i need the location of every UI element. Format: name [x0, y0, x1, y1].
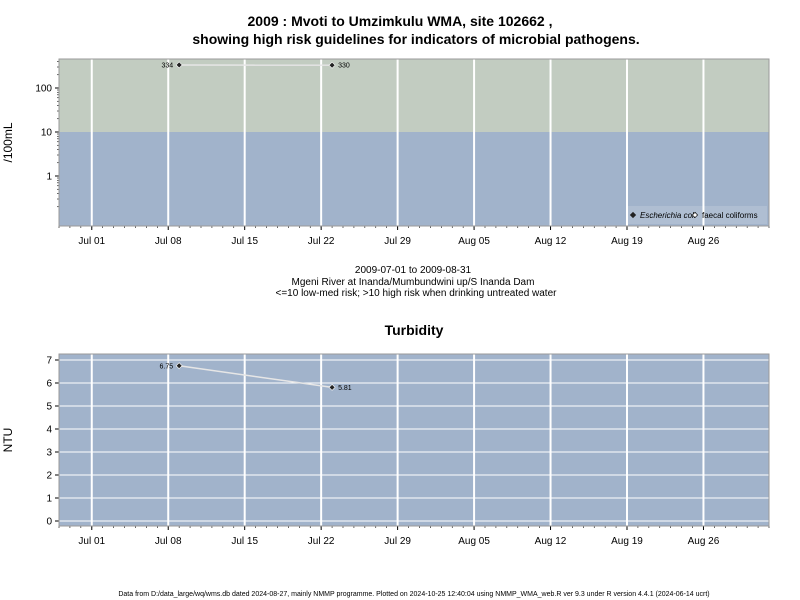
- x-tick-label: Jul 08: [155, 536, 182, 547]
- risk-caption: <=10 low-med risk; >10 high risk when dr…: [276, 288, 558, 299]
- plot-panel: [59, 354, 769, 526]
- plot-border: [58, 353, 770, 527]
- x-tick-label: Jul 01: [78, 536, 105, 547]
- data-label: 334: [161, 62, 173, 69]
- x-tick-label: Aug 05: [458, 536, 490, 547]
- x-tick-label: Aug 05: [458, 236, 490, 247]
- y-tick-label: 2: [46, 471, 52, 482]
- x-tick-label: Jul 29: [384, 536, 411, 547]
- y-tick-label: 100: [35, 84, 52, 95]
- y-tick-label: 7: [46, 356, 52, 367]
- y-tick-label: 3: [46, 448, 52, 459]
- site-caption: Mgeni River at Inanda/Mumbundwini up/S I…: [292, 277, 535, 288]
- date-range-caption: 2009-07-01 to 2009-08-31: [355, 265, 472, 276]
- data-point: [175, 362, 183, 370]
- x-tick-label: Jul 15: [231, 536, 258, 547]
- high-risk-band: [59, 59, 769, 132]
- legend-entry: Escherichia coli: [640, 211, 696, 220]
- y-tick-label: 5: [46, 402, 52, 413]
- series-line: [179, 365, 333, 389]
- y-tick-label: 10: [41, 128, 53, 139]
- footer-note: Data from D:/data_large/wq/wms.db dated …: [118, 591, 709, 598]
- y-axis-label: NTU: [1, 428, 15, 453]
- y-tick-label: 6: [46, 379, 52, 390]
- data-point: [328, 61, 336, 69]
- data-point: [328, 383, 336, 391]
- legend: Escherichia coli faecal coliforms: [627, 206, 767, 224]
- legend-entry: faecal coliforms: [702, 211, 758, 220]
- x-tick-label: Jul 29: [384, 236, 411, 247]
- data-label: 6.75: [160, 363, 174, 370]
- legend-marker-open: [691, 211, 699, 219]
- x-tick-label: Jul 01: [78, 236, 105, 247]
- x-tick-label: Jul 08: [155, 236, 182, 247]
- x-tick-label: Aug 26: [688, 536, 720, 547]
- x-tick-label: Aug 12: [535, 236, 567, 247]
- x-tick-label: Jul 22: [308, 236, 335, 247]
- figure-title-line2: showing high risk guidelines for indicat…: [192, 31, 639, 47]
- x-tick-label: Jul 15: [231, 236, 258, 247]
- plot-border: [58, 58, 770, 227]
- x-tick-label: Aug 12: [535, 536, 567, 547]
- figure-title-line1: 2009 : Mvoti to Umzimkulu WMA, site 1026…: [248, 13, 553, 29]
- data-label: 330: [338, 63, 350, 70]
- data-point: [175, 61, 183, 69]
- turbidity-chart: Jul 01 Jul 08 Jul 15 Jul 22 Jul 29 Aug 05 Aug …: [1, 353, 770, 547]
- y-tick-label: 1: [46, 172, 52, 183]
- x-tick-label: Jul 22: [308, 536, 335, 547]
- x-tick-label: Aug 26: [688, 236, 720, 247]
- legend-marker-filled: [629, 211, 637, 219]
- y-axis-label: /100mL: [1, 122, 15, 162]
- data-label: 5.81: [338, 385, 352, 392]
- turbidity-chart-title: Turbidity: [385, 322, 444, 338]
- x-tick-label: Aug 19: [611, 236, 643, 247]
- y-tick-label: 4: [46, 425, 52, 436]
- x-tick-label: Aug 19: [611, 536, 643, 547]
- y-tick-label: 0: [46, 517, 52, 528]
- microbial-chart: Jul 01 Jul 08 Jul 15 Jul 22 Jul 29 Aug 05 Aug …: [1, 58, 770, 247]
- y-tick-label: 1: [46, 494, 52, 505]
